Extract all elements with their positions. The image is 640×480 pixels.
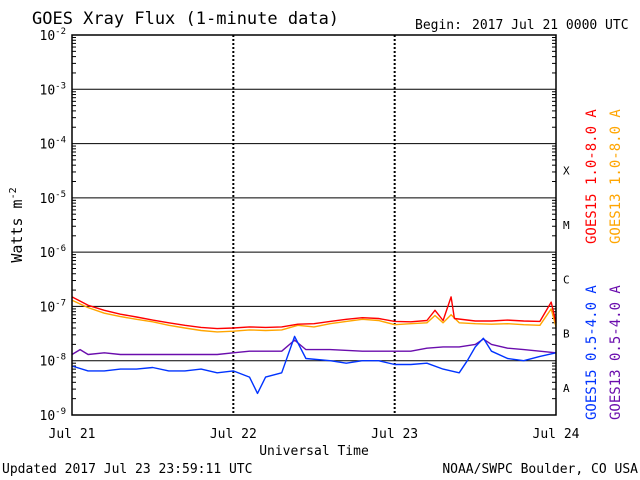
y-tick-exponent: -4: [55, 136, 66, 146]
y-tick-exponent: -2: [55, 27, 66, 37]
y-axis-label-exp: -2: [8, 187, 19, 199]
chart-title: GOES Xray Flux (1-minute data): [32, 9, 339, 29]
updated-text: Updated 2017 Jul 23 23:59:11 UTC: [2, 462, 252, 477]
source-text: NOAA/SWPC Boulder, CO USA: [442, 462, 638, 477]
y-tick-base: 10: [40, 355, 56, 370]
y-tick-exponent: -6: [55, 244, 66, 254]
x-tick-label: Jul 22: [210, 427, 257, 442]
legend-entry: GOES15 1.0-8.0 A: [584, 109, 600, 244]
y-tick-base: 10: [40, 409, 56, 424]
begin-label: Begin:: [415, 18, 462, 33]
y-tick-label: 10-8: [40, 353, 67, 370]
legend-entry: GOES15 0.5-4.0 A: [584, 285, 600, 420]
y-tick-label: 10-6: [40, 244, 67, 261]
flare-class-label: B: [563, 328, 570, 341]
plot-frame: [71, 34, 557, 416]
y-tick-exponent: -3: [55, 81, 66, 91]
y-tick-label: 10-2: [40, 27, 67, 44]
y-tick-base: 10: [40, 29, 56, 44]
x-tick-label: Jul 23: [371, 427, 418, 442]
y-tick-label: 10-5: [40, 190, 67, 207]
plot-series: [71, 296, 557, 395]
series-line: [71, 296, 557, 330]
y-tick-base: 10: [40, 138, 56, 153]
y-tick-label: 10-7: [40, 298, 67, 315]
y-axis-label-base: Watts m: [8, 199, 26, 262]
y-tick-exponent: -7: [55, 298, 66, 308]
y-tick-exponent: -9: [55, 407, 66, 417]
y-tick-base: 10: [40, 246, 56, 261]
flare-class-labels: X M C B A: [563, 165, 570, 395]
y-tick-base: 10: [40, 192, 56, 207]
legend-entry: GOES13 1.0-8.0 A: [608, 109, 624, 244]
series-line: [71, 338, 557, 356]
y-tick-base: 10: [40, 83, 56, 98]
y-tick-label: 10-3: [40, 81, 67, 98]
legend-entry: GOES13 0.5-4.0 A: [608, 285, 624, 420]
series-line: [71, 335, 557, 395]
flare-class-label: M: [563, 219, 570, 232]
x-tick-labels: Jul 21 Jul 22 Jul 23 Jul 24: [49, 427, 580, 442]
y-tick-labels: 10-910-810-710-610-510-410-310-2: [40, 27, 67, 424]
flare-class-label: C: [563, 273, 570, 286]
y-tick-exponent: -5: [55, 190, 66, 200]
flare-class-label: A: [563, 382, 570, 395]
begin-value: 2017 Jul 21 0000 UTC: [472, 18, 629, 33]
y-tick-label: 10-4: [40, 136, 67, 153]
x-tick-label: Jul 24: [533, 427, 580, 442]
series-line: [71, 299, 557, 333]
x-axis-label: Universal Time: [259, 444, 369, 459]
y-axis-label: Watts m-2: [8, 187, 26, 262]
legend: GOES15 1.0-8.0 A GOES13 1.0-8.0 A GOES15 0…: [584, 109, 624, 420]
y-tick-label: 10-9: [40, 407, 67, 424]
y-tick-base: 10: [40, 300, 56, 315]
x-tick-label: Jul 21: [49, 427, 96, 442]
flare-class-label: X: [563, 165, 570, 178]
y-tick-exponent: -8: [55, 353, 66, 363]
plot-grid: [72, 34, 556, 416]
